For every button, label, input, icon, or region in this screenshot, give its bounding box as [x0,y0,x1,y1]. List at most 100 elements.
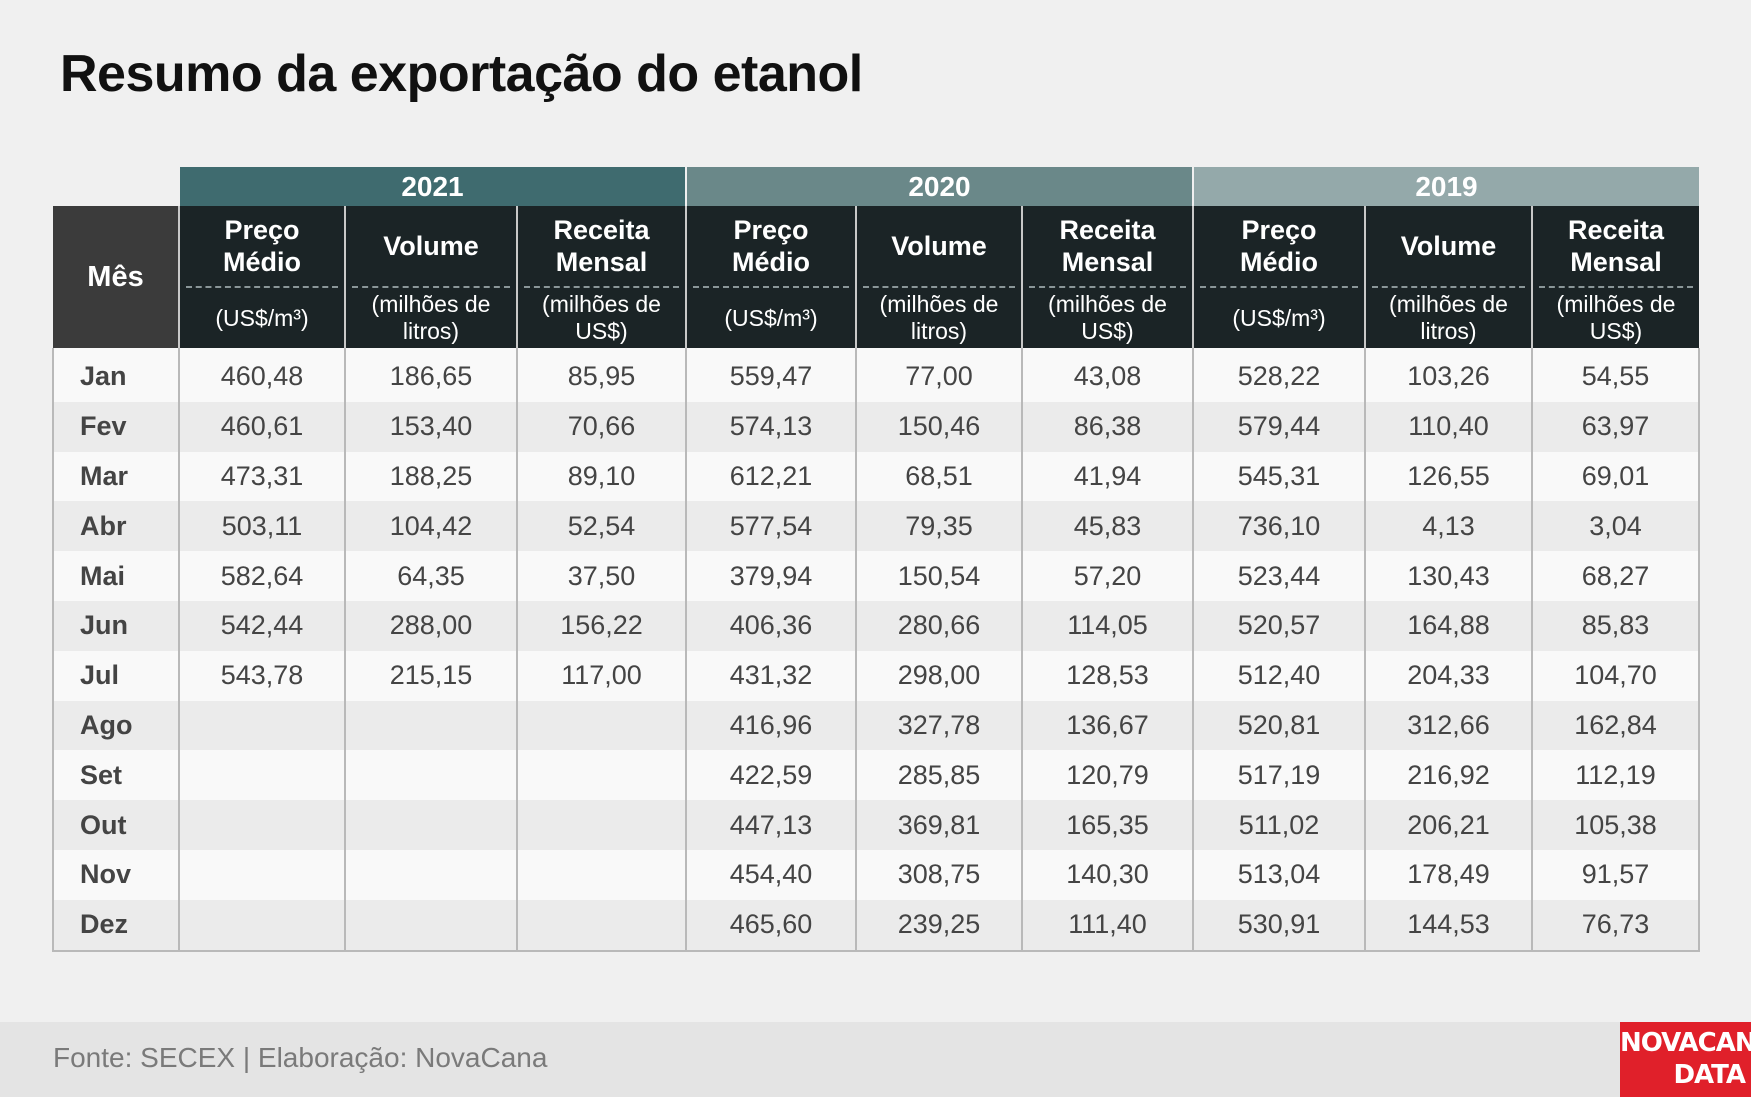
value-cell: 512,40 [1192,650,1365,701]
table-row: Jan 460,48 186,65 85,95 559,47 77,00 43,08 528,… [52,348,1700,402]
value-cell: 473,31 [178,451,345,502]
export-table: 2021 2020 2019 Mês Preço Médio (US$/m³) V… [52,167,1700,952]
value-cell: 68,51 [855,451,1022,502]
value-cell: 280,66 [855,600,1022,651]
value-cell: 204,33 [1364,650,1532,701]
value-cell: 186,65 [344,348,517,402]
col-unit: (milhões de US$) [1048,291,1167,344]
value-cell: 153,40 [344,401,517,452]
value-cell: 312,66 [1364,700,1532,751]
value-cell: 520,57 [1192,600,1365,651]
value-cell: 188,25 [344,451,517,502]
value-cell: 68,27 [1531,551,1700,601]
table-row: Mar 473,31 188,25 89,10 612,21 68,51 41,94 545,… [52,451,1700,502]
column-header-row: Mês Preço Médio (US$/m³) Volume (milhões d… [53,206,1699,348]
value-cell: 130,43 [1364,551,1532,601]
value-cell: 111,40 [1021,899,1193,952]
col-unit: (milhões de US$) [1556,291,1676,344]
table-row: Nov 454,40 308,75 140,30 513,04 178,49 91,57 [52,849,1700,900]
value-cell: 178,49 [1364,849,1532,900]
logo-line-1: NOVACANA [1620,1028,1751,1058]
value-cell: 110,40 [1364,401,1532,452]
col-preco-2019: Preço Médio (US$/m³) [1192,206,1365,348]
value-cell: 511,02 [1192,800,1365,850]
value-cell: 52,54 [516,501,686,552]
value-cell: 43,08 [1021,348,1193,402]
value-cell: 545,31 [1192,451,1365,502]
value-cell: 298,00 [855,650,1022,701]
value-cell: 369,81 [855,800,1022,850]
value-cell: 582,64 [178,551,345,601]
value-cell: 57,20 [1021,551,1193,601]
value-cell: 579,44 [1192,401,1365,452]
month-cell: Ago [52,700,179,751]
logo-line-2: DATA [1673,1060,1746,1090]
value-cell [344,700,517,751]
value-cell: 206,21 [1364,800,1532,850]
value-cell: 114,05 [1021,600,1193,651]
table-row: Abr 503,11 104,42 52,54 577,54 79,35 45,83 736,… [52,501,1700,552]
value-cell: 117,00 [516,650,686,701]
value-cell: 4,13 [1364,501,1532,552]
value-cell [178,750,345,801]
col-label: Volume [1372,206,1525,288]
month-column-header: Mês [53,206,179,348]
col-preco-2021: Preço Médio (US$/m³) [178,206,345,348]
value-cell [344,800,517,850]
novacana-data-logo: NOVACANA DATA [1620,1022,1751,1097]
value-cell: 215,15 [344,650,517,701]
value-cell: 91,57 [1531,849,1700,900]
value-cell: 54,55 [1531,348,1700,402]
table-row: Set 422,59 285,85 120,79 517,19 216,92 112,19 [52,750,1700,801]
value-cell: 216,92 [1364,750,1532,801]
table-row: Fev 460,61 153,40 70,66 574,13 150,46 86,38 579… [52,401,1700,452]
col-receita-2019: Receita Mensal (milhões de US$) [1531,206,1699,348]
month-cell: Jun [52,600,179,651]
value-cell: 69,01 [1531,451,1700,502]
value-cell: 416,96 [685,700,856,751]
value-cell: 63,97 [1531,401,1700,452]
table-row: Dez 465,60 239,25 111,40 530,91 144,53 76,73 [52,899,1700,952]
value-cell: 37,50 [516,551,686,601]
value-cell: 89,10 [516,451,686,502]
value-cell: 120,79 [1021,750,1193,801]
value-cell [516,700,686,751]
month-cell: Mar [52,451,179,502]
footer: Fonte: SECEX | Elaboração: NovaCana NOVA… [0,1022,1751,1097]
page-title: Resumo da exportação do etanol [60,45,863,103]
value-cell: 285,85 [855,750,1022,801]
value-cell: 165,35 [1021,800,1193,850]
month-cell: Abr [52,501,179,552]
value-cell: 105,38 [1531,800,1700,850]
value-cell: 530,91 [1192,899,1365,952]
value-cell: 86,38 [1021,401,1193,452]
month-cell: Out [52,800,179,850]
value-cell: 422,59 [685,750,856,801]
value-cell: 76,73 [1531,899,1700,952]
value-cell: 41,94 [1021,451,1193,502]
year-header-2019: 2019 [1192,167,1699,206]
month-cell: Fev [52,401,179,452]
export-table-container: 2021 2020 2019 Mês Preço Médio (US$/m³) V… [52,167,1700,952]
value-cell: 503,11 [178,501,345,552]
value-cell: 520,81 [1192,700,1365,751]
value-cell: 513,04 [1192,849,1365,900]
source-credit: Fonte: SECEX | Elaboração: NovaCana [53,1042,548,1073]
year-header-spacer [53,167,179,206]
col-receita-2021: Receita Mensal (milhões de US$) [516,206,686,348]
value-cell: 112,19 [1531,750,1700,801]
table-row: Out 447,13 369,81 165,35 511,02 206,21 105,38 [52,800,1700,850]
col-unit: (milhões de litros) [371,291,491,344]
value-cell: 79,35 [855,501,1022,552]
value-cell [178,800,345,850]
col-label: Volume [863,206,1015,288]
value-cell: 104,42 [344,501,517,552]
col-unit: (US$/m³) [724,304,818,331]
value-cell: 574,13 [685,401,856,452]
value-cell: 150,54 [855,551,1022,601]
value-cell: 543,78 [178,650,345,701]
col-unit: (US$/m³) [215,304,309,331]
col-unit: (milhões de litros) [879,291,999,344]
value-cell: 406,36 [685,600,856,651]
value-cell [516,800,686,850]
